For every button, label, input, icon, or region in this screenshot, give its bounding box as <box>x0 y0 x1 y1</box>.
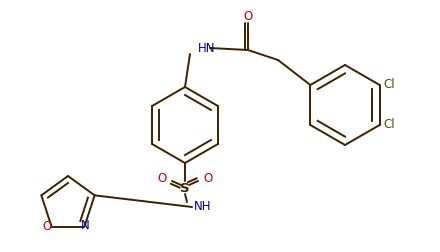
Text: O: O <box>243 11 253 23</box>
Text: O: O <box>203 173 213 185</box>
Text: O: O <box>42 220 51 233</box>
Text: HN: HN <box>198 42 216 54</box>
Text: S: S <box>180 182 190 196</box>
Text: N: N <box>81 219 90 232</box>
Text: Cl: Cl <box>384 79 395 91</box>
Text: NH: NH <box>194 201 212 213</box>
Text: Cl: Cl <box>384 118 395 132</box>
Text: O: O <box>158 173 167 185</box>
